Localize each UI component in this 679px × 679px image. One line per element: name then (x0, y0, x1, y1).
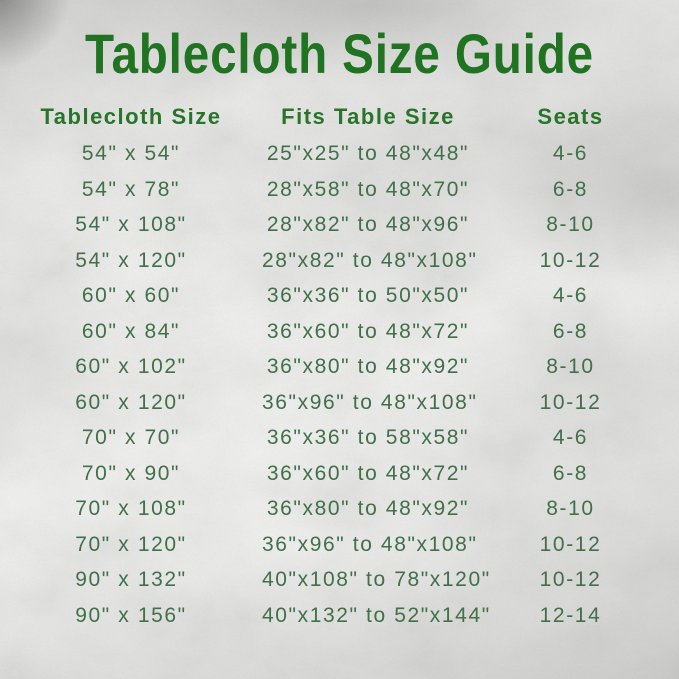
table-row: 60" x 102" 36"x80" to 48"x92" 8-10 (0, 349, 679, 385)
column-header-tablecloth-size: Tablecloth Size (40, 104, 222, 130)
fits-table-size-cell: 36"x60" to 48"x72" (266, 319, 470, 343)
fits-table-size-cell: 25"x25" to 48"x48" (266, 142, 470, 166)
fits-table-size-cell: 36"x60" to 48"x72" (266, 461, 470, 485)
seats-cell: 6-8 (552, 319, 589, 343)
seats-cell: 6-8 (552, 177, 589, 201)
guide-content: Tablecloth Size Guide Tablecloth Size Fi… (0, 22, 679, 633)
table-row: 70" x 120" 36"x96" to 48"x108" 10-12 (0, 527, 679, 563)
column-header-fits-table-size: Fits Table Size (281, 104, 455, 130)
table-row: 54" x 78" 28"x58" to 48"x70" 6-8 (0, 172, 679, 208)
table-row: 70" x 70" 36"x36" to 58"x58" 4-6 (0, 420, 679, 456)
table-row: 54" x 54" 25"x25" to 48"x48" 4-6 (0, 136, 679, 172)
table-row: 70" x 108" 36"x80" to 48"x92" 8-10 (0, 491, 679, 527)
table-row: 70" x 90" 36"x60" to 48"x72" 6-8 (0, 456, 679, 492)
seats-cell: 10-12 (539, 390, 602, 414)
tablecloth-size-cell: 54" x 108" (75, 213, 187, 237)
fits-table-size-cell: 36"x96" to 48"x108" (262, 390, 478, 414)
tablecloth-size-cell: 60" x 84" (81, 319, 181, 343)
seats-cell: 4-6 (552, 426, 589, 450)
fits-table-size-cell: 36"x96" to 48"x108" (262, 532, 478, 556)
tablecloth-size-cell: 60" x 60" (81, 284, 181, 308)
table-row: 60" x 120" 36"x96" to 48"x108" 10-12 (0, 385, 679, 421)
seats-cell: 8-10 (546, 213, 595, 237)
size-table: Tablecloth Size Fits Table Size Seats 54… (0, 104, 679, 633)
tablecloth-size-cell: 54" x 120" (75, 248, 187, 272)
seats-cell: 4-6 (552, 142, 589, 166)
seats-cell: 6-8 (552, 461, 589, 485)
tablecloth-size-cell: 90" x 132" (75, 568, 187, 592)
fits-table-size-cell: 28"x58" to 48"x70" (266, 177, 470, 201)
tablecloth-size-cell: 54" x 78" (81, 177, 181, 201)
table-row: 60" x 84" 36"x60" to 48"x72" 6-8 (0, 314, 679, 350)
tablecloth-size-cell: 70" x 108" (75, 497, 187, 521)
tablecloth-size-cell: 60" x 120" (75, 390, 187, 414)
table-row: 90" x 156" 40"x132" to 52"x144" 12-14 (0, 598, 679, 634)
seats-cell: 8-10 (546, 355, 595, 379)
seats-cell: 12-14 (539, 603, 602, 627)
table-row: 60" x 60" 36"x36" to 50"x50" 4-6 (0, 278, 679, 314)
tablecloth-size-cell: 54" x 54" (81, 142, 181, 166)
seats-cell: 10-12 (539, 248, 602, 272)
page-title: Tablecloth Size Guide (85, 22, 594, 85)
tablecloth-size-cell: 70" x 70" (81, 426, 181, 450)
table-row: 54" x 108" 28"x82" to 48"x96" 8-10 (0, 207, 679, 243)
table-body: 54" x 54" 25"x25" to 48"x48" 4-6 54" x 7… (0, 136, 679, 633)
fits-table-size-cell: 28"x82" to 48"x108" (262, 248, 478, 272)
fits-table-size-cell: 28"x82" to 48"x96" (266, 213, 470, 237)
fits-table-size-cell: 36"x36" to 50"x50" (266, 284, 470, 308)
seats-cell: 8-10 (546, 497, 595, 521)
seats-cell: 10-12 (539, 532, 602, 556)
column-header-seats: Seats (537, 104, 604, 130)
fits-table-size-cell: 40"x108" to 78"x120" (262, 568, 491, 592)
table-row: 90" x 132" 40"x108" to 78"x120" 10-12 (0, 562, 679, 598)
fits-table-size-cell: 36"x80" to 48"x92" (266, 497, 470, 521)
tablecloth-size-cell: 60" x 102" (75, 355, 187, 379)
table-header-row: Tablecloth Size Fits Table Size Seats (0, 104, 679, 130)
tablecloth-size-cell: 70" x 90" (81, 461, 181, 485)
seats-cell: 4-6 (552, 284, 589, 308)
tablecloth-size-cell: 70" x 120" (75, 532, 187, 556)
tablecloth-size-cell: 90" x 156" (75, 603, 187, 627)
fits-table-size-cell: 36"x80" to 48"x92" (266, 355, 470, 379)
seats-cell: 10-12 (539, 568, 602, 592)
fits-table-size-cell: 40"x132" to 52"x144" (262, 603, 491, 627)
table-row: 54" x 120" 28"x82" to 48"x108" 10-12 (0, 243, 679, 279)
fits-table-size-cell: 36"x36" to 58"x58" (266, 426, 470, 450)
